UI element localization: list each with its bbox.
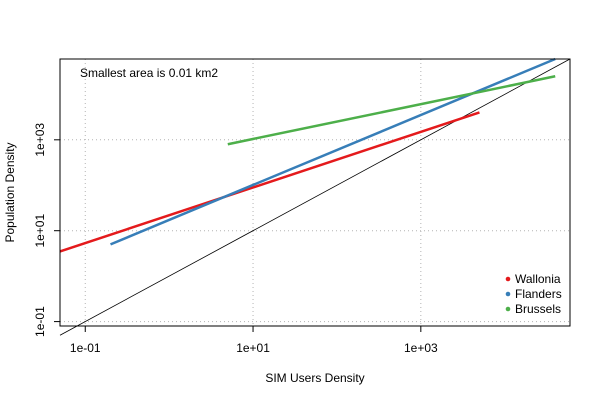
y-axis: 1e-01 1e+01 1e+03 (33, 123, 60, 337)
series-line-brussels (227, 75, 556, 146)
reference-line (59, 58, 571, 336)
y-tick-label: 1e-01 (33, 306, 47, 337)
series-lines (59, 57, 556, 253)
legend-marker-flanders (505, 291, 511, 297)
legend-label-flanders: Flanders (515, 287, 562, 301)
y-tick-label: 1e+01 (33, 214, 47, 248)
x-tick-label: 1e+01 (236, 341, 270, 355)
series-line-flanders (110, 57, 556, 246)
x-axis: 1e-01 1e+01 1e+03 (70, 326, 438, 355)
x-axis-label: SIM Users Density (265, 371, 364, 385)
grid-lines (60, 59, 570, 326)
legend-label-wallonia: Wallonia (515, 272, 561, 286)
y-tick-label: 1e+03 (33, 123, 47, 157)
plot-frame (59, 58, 571, 327)
series-line-wallonia (59, 111, 480, 253)
legend-marker-brussels (505, 306, 511, 312)
x-tick-label: 1e+03 (404, 341, 438, 355)
legend-label-brussels: Brussels (515, 302, 561, 316)
x-tick-label: 1e-01 (70, 341, 101, 355)
y-axis-label: Population Density (3, 142, 17, 242)
annotation-text: Smallest area is 0.01 km2 (80, 66, 218, 80)
legend-marker-wallonia (505, 276, 511, 282)
